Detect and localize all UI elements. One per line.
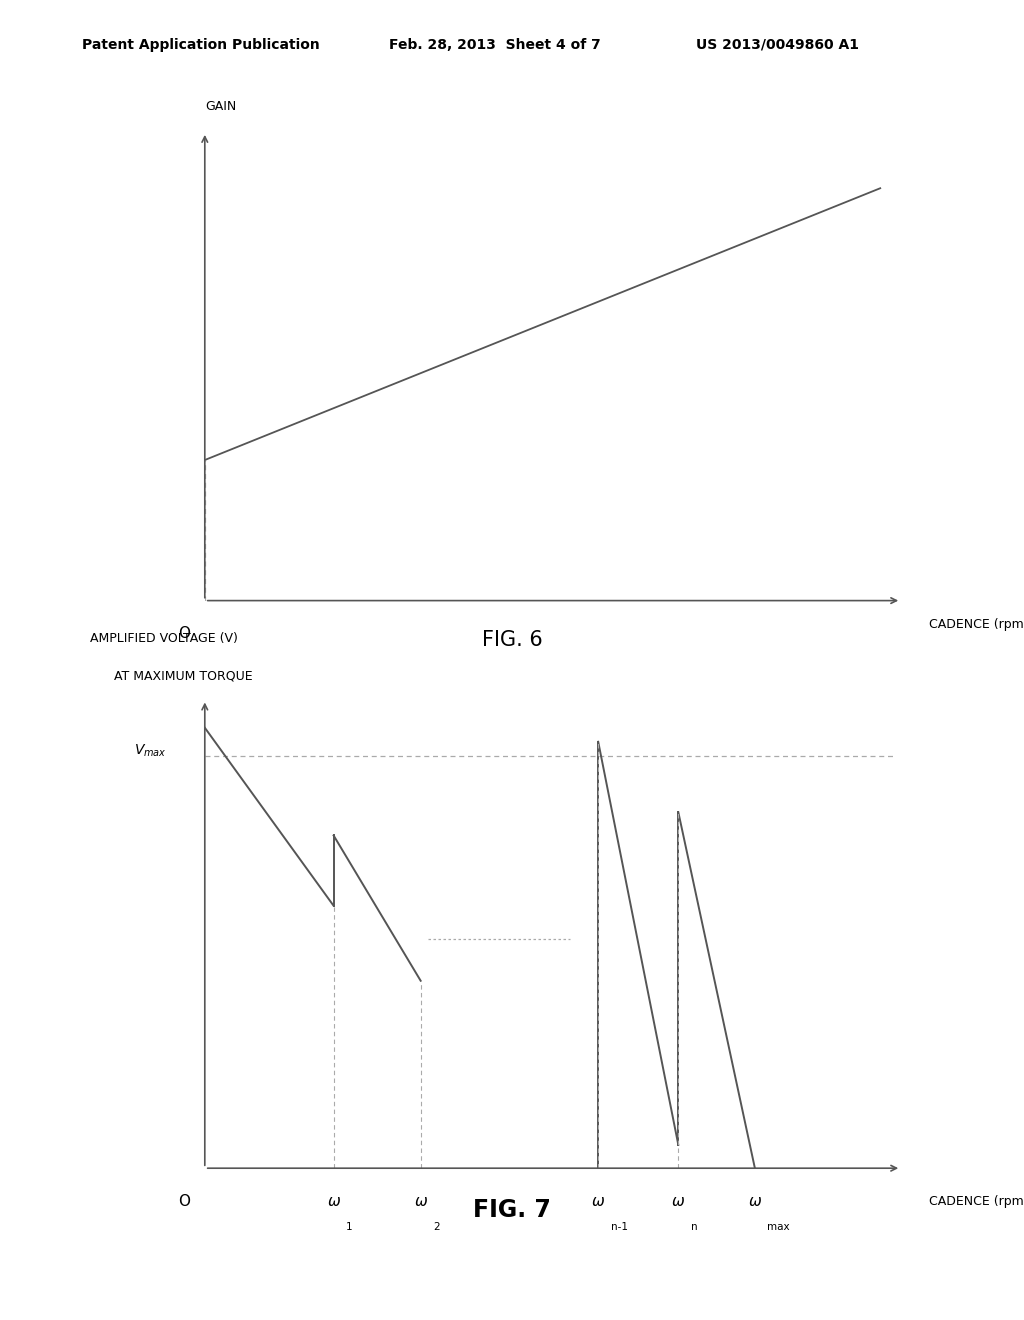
- Text: $\omega$: $\omega$: [414, 1193, 428, 1209]
- Text: CADENCE (rpm): CADENCE (rpm): [929, 1195, 1024, 1208]
- Text: n-1: n-1: [610, 1222, 628, 1232]
- Text: AT MAXIMUM TORQUE: AT MAXIMUM TORQUE: [115, 669, 253, 682]
- Text: O: O: [178, 626, 189, 642]
- Text: GAIN: GAIN: [205, 100, 237, 114]
- Text: O: O: [178, 1193, 189, 1209]
- Text: max: max: [767, 1222, 791, 1232]
- Text: CADENCE (rpm): CADENCE (rpm): [929, 618, 1024, 631]
- Text: Patent Application Publication: Patent Application Publication: [82, 38, 319, 51]
- Text: 2: 2: [433, 1222, 440, 1232]
- Text: $\omega$: $\omega$: [591, 1193, 605, 1209]
- Text: $V_{max}$: $V_{max}$: [134, 743, 167, 759]
- Text: $\omega$: $\omega$: [748, 1193, 762, 1209]
- Text: FIG. 7: FIG. 7: [473, 1199, 551, 1222]
- Text: 1: 1: [346, 1222, 353, 1232]
- Text: $\omega$: $\omega$: [327, 1193, 341, 1209]
- Text: n: n: [691, 1222, 697, 1232]
- Text: FIG. 6: FIG. 6: [481, 630, 543, 651]
- Text: AMPLIFIED VOLTAGE (V): AMPLIFIED VOLTAGE (V): [90, 632, 238, 645]
- Text: US 2013/0049860 A1: US 2013/0049860 A1: [696, 38, 859, 51]
- Text: $\omega$: $\omega$: [672, 1193, 685, 1209]
- Text: Feb. 28, 2013  Sheet 4 of 7: Feb. 28, 2013 Sheet 4 of 7: [389, 38, 601, 51]
